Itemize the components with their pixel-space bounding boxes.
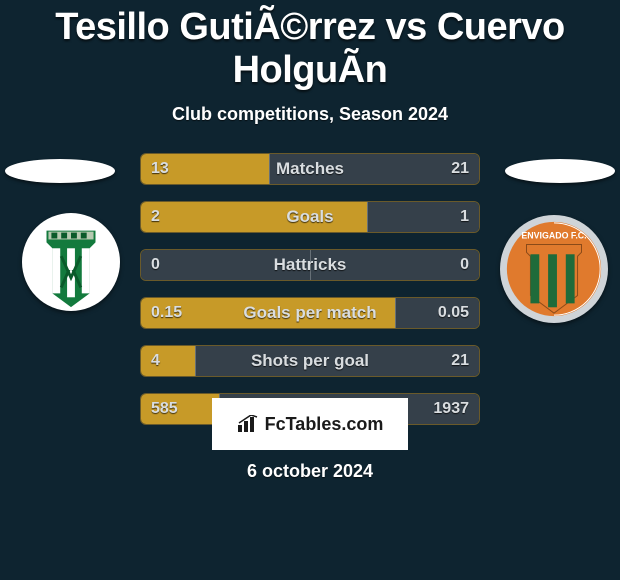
right-flag-ellipse xyxy=(505,159,615,183)
left-flag-ellipse xyxy=(5,159,115,183)
footer-brand-box: FcTables.com xyxy=(212,398,408,450)
stat-row: 00Hattricks xyxy=(140,249,480,281)
stat-row: 421Shots per goal xyxy=(140,345,480,377)
stat-label: Matches xyxy=(141,154,479,184)
page-title: Tesillo GutiÃ©rrez vs Cuervo HolguÃ­n xyxy=(0,6,620,92)
stat-row: 0.150.05Goals per match xyxy=(140,297,480,329)
svg-text:ENVIGADO F.C.: ENVIGADO F.C. xyxy=(521,231,586,241)
subtitle: Club competitions, Season 2024 xyxy=(0,104,620,125)
right-team-badge: ENVIGADO F.C. xyxy=(500,215,608,323)
stat-label: Shots per goal xyxy=(141,346,479,376)
left-team-badge xyxy=(22,213,120,311)
stat-label: Goals xyxy=(141,202,479,232)
stat-label: Goals per match xyxy=(141,298,479,328)
stat-row: 1321Matches xyxy=(140,153,480,185)
chart-icon xyxy=(237,415,259,433)
date-label: 6 october 2024 xyxy=(0,461,620,482)
right-flag-slot xyxy=(505,153,615,189)
stat-label: Hattricks xyxy=(141,250,479,280)
footer-brand-text: FcTables.com xyxy=(265,414,384,435)
left-flag-slot xyxy=(5,153,115,189)
stat-row: 21Goals xyxy=(140,201,480,233)
footer-brand: FcTables.com xyxy=(237,414,384,435)
